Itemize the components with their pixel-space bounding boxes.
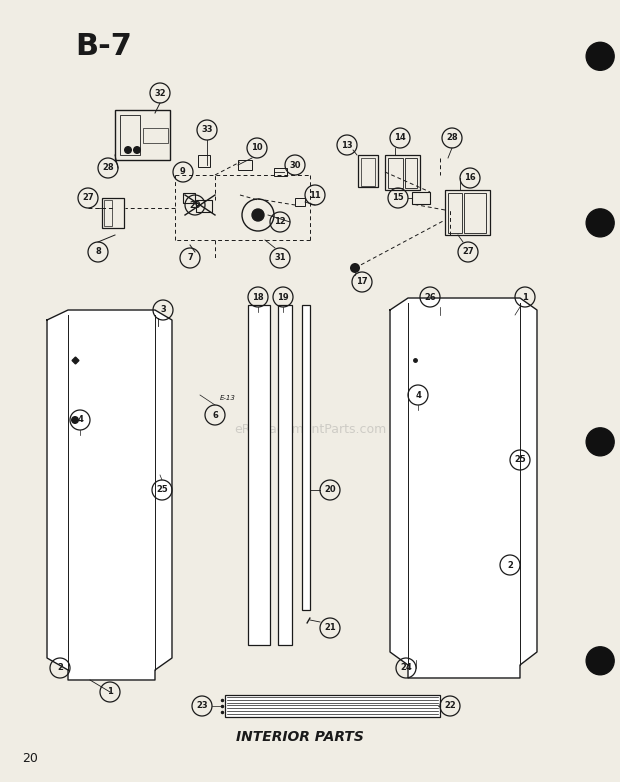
Text: 7: 7 bbox=[187, 253, 193, 263]
Text: 4: 4 bbox=[415, 390, 421, 400]
Bar bbox=[412, 192, 430, 204]
Circle shape bbox=[124, 146, 132, 154]
Text: 20: 20 bbox=[22, 752, 38, 765]
Text: 28: 28 bbox=[102, 163, 114, 173]
Text: 16: 16 bbox=[464, 174, 476, 182]
Bar bbox=[104, 200, 112, 226]
Text: 17: 17 bbox=[356, 278, 368, 286]
Bar bbox=[385, 155, 420, 190]
Circle shape bbox=[586, 647, 614, 675]
Text: 22: 22 bbox=[444, 701, 456, 711]
Bar bbox=[183, 193, 195, 203]
Text: E-13: E-13 bbox=[220, 395, 236, 401]
Bar bbox=[238, 160, 252, 170]
Text: 9: 9 bbox=[180, 167, 186, 177]
Bar bbox=[448, 193, 462, 233]
Text: 6: 6 bbox=[212, 411, 218, 419]
Circle shape bbox=[586, 209, 614, 237]
Text: 2: 2 bbox=[507, 561, 513, 569]
Text: INTERIOR PARTS: INTERIOR PARTS bbox=[236, 730, 364, 744]
Text: 4: 4 bbox=[77, 415, 83, 425]
Text: eReplacementParts.com: eReplacementParts.com bbox=[234, 424, 386, 436]
Text: 2: 2 bbox=[57, 663, 63, 673]
Circle shape bbox=[586, 428, 614, 456]
Text: 28: 28 bbox=[446, 134, 458, 142]
Bar bbox=[102, 198, 124, 228]
Circle shape bbox=[252, 209, 264, 221]
Text: 12: 12 bbox=[274, 217, 286, 227]
Bar bbox=[278, 305, 292, 645]
Text: 14: 14 bbox=[394, 134, 406, 142]
Text: 30: 30 bbox=[290, 160, 301, 170]
Text: 21: 21 bbox=[324, 623, 336, 633]
Bar bbox=[445, 190, 490, 235]
Text: 1: 1 bbox=[107, 687, 113, 697]
Text: 29: 29 bbox=[189, 200, 201, 210]
Bar bbox=[225, 695, 440, 717]
Text: 33: 33 bbox=[202, 125, 213, 135]
Text: 27: 27 bbox=[462, 247, 474, 256]
Bar bbox=[358, 155, 378, 187]
Circle shape bbox=[133, 146, 141, 154]
Text: 20: 20 bbox=[324, 486, 336, 494]
Text: 19: 19 bbox=[277, 292, 289, 302]
Bar bbox=[120, 115, 140, 155]
Text: 10: 10 bbox=[251, 144, 263, 152]
Circle shape bbox=[71, 416, 79, 424]
Bar bbox=[388, 158, 403, 188]
Text: 8: 8 bbox=[95, 247, 101, 256]
Text: 18: 18 bbox=[252, 292, 264, 302]
Bar bbox=[274, 168, 287, 176]
Bar bbox=[198, 155, 210, 167]
Polygon shape bbox=[390, 298, 537, 678]
Text: 3: 3 bbox=[160, 306, 166, 314]
Text: 26: 26 bbox=[424, 292, 436, 302]
Text: 11: 11 bbox=[309, 191, 321, 199]
Text: B-7: B-7 bbox=[75, 32, 132, 61]
Text: 13: 13 bbox=[341, 141, 353, 149]
Text: 27: 27 bbox=[82, 193, 94, 203]
Text: 32: 32 bbox=[154, 88, 166, 98]
Bar bbox=[248, 305, 270, 645]
Text: 31: 31 bbox=[274, 253, 286, 263]
Bar bbox=[464, 193, 486, 233]
Circle shape bbox=[586, 42, 614, 70]
Bar bbox=[295, 198, 305, 206]
Circle shape bbox=[350, 263, 360, 273]
Bar bbox=[405, 158, 417, 188]
Polygon shape bbox=[47, 310, 172, 680]
Bar bbox=[143, 128, 168, 143]
Bar bbox=[302, 305, 310, 610]
Bar bbox=[196, 200, 212, 212]
Text: 1: 1 bbox=[522, 292, 528, 302]
Text: 15: 15 bbox=[392, 193, 404, 203]
Bar bbox=[361, 158, 375, 186]
Text: 25: 25 bbox=[514, 455, 526, 465]
Text: 23: 23 bbox=[196, 701, 208, 711]
Bar bbox=[115, 110, 170, 160]
Text: 24: 24 bbox=[400, 663, 412, 673]
Text: 25: 25 bbox=[156, 486, 168, 494]
